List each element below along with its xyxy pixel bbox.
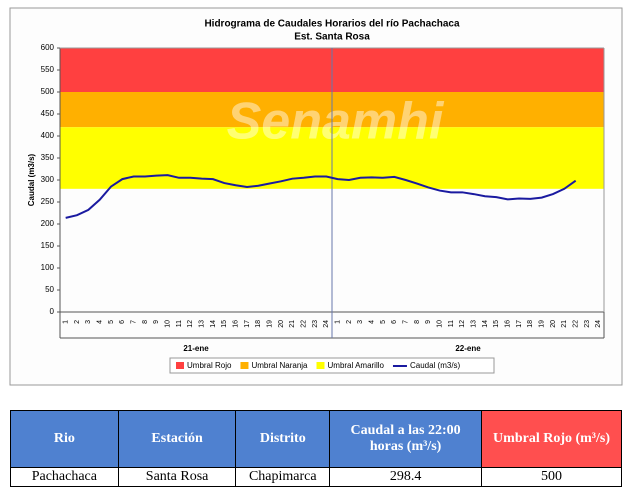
x-tick-label: 4 — [97, 320, 104, 324]
x-tick-label: 13 — [199, 320, 206, 328]
y-tick-label: 500 — [41, 87, 55, 96]
x-tick-label: 19 — [267, 320, 274, 328]
y-tick-label: 450 — [41, 109, 55, 118]
legend-frame — [169, 357, 495, 374]
x-tick-label: 24 — [323, 320, 330, 328]
x-tick-label: 20 — [278, 320, 285, 328]
x-tick-label: 6 — [119, 320, 126, 324]
x-tick-label: 6 — [391, 320, 398, 324]
x-tick-label: 15 — [221, 320, 228, 328]
x-tick-label: 14 — [210, 320, 217, 328]
group-label: 21-ene — [183, 344, 209, 353]
x-tick-label: 23 — [312, 320, 319, 328]
y-axis-label: Caudal (m3/s) — [27, 153, 36, 206]
summary-table: Rio Estación Distrito Caudal a las 22:00 ho… — [10, 410, 622, 487]
x-tick-label: 8 — [414, 320, 421, 324]
y-tick-label: 0 — [50, 307, 55, 316]
data-cell: Santa Rosa — [117, 467, 237, 487]
x-tick-label: 5 — [108, 320, 115, 324]
x-tick-label: 20 — [550, 320, 557, 328]
y-tick-label: 50 — [45, 285, 54, 294]
chart-subtitle: Est. Santa Rosa — [294, 32, 370, 43]
x-tick-label: 22 — [573, 320, 580, 328]
table-header: Rio Estación Distrito Caudal a las 22:00 ho… — [10, 410, 622, 468]
x-tick-label: 23 — [584, 320, 591, 328]
x-tick-label: 14 — [482, 320, 489, 328]
x-tick-label: 3 — [85, 320, 92, 324]
x-tick-label: 18 — [255, 320, 262, 328]
y-tick-label: 200 — [41, 219, 55, 228]
x-tick-label: 17 — [516, 320, 523, 328]
x-tick-label: 2 — [346, 320, 353, 324]
legend-swatch — [240, 362, 249, 369]
y-tick-label: 600 — [41, 43, 55, 52]
x-tick-label: 5 — [380, 320, 387, 324]
legend-label: Umbral Amarillo — [328, 361, 385, 370]
data-cell: Chapimarca — [235, 467, 331, 487]
legend: Umbral Rojo Umbral Naranja Umbral Amarillo… — [169, 357, 495, 374]
data-cell: Pachachaca — [10, 467, 119, 487]
x-tick-label: 16 — [505, 320, 512, 328]
y-tick-label: 250 — [41, 197, 55, 206]
chart-title: Hidrograma de Caudales Horarios del río … — [204, 19, 460, 30]
table-row: Pachachaca Santa Rosa Chapimarca 298.4 500 — [10, 467, 622, 487]
x-tick-label: 13 — [471, 320, 478, 328]
y-tick-label: 300 — [41, 175, 55, 184]
x-tick-label: 3 — [357, 320, 364, 324]
header-cell: Caudal a las 22:00 horas (m³/s) — [329, 410, 483, 468]
x-tick-label: 1 — [63, 320, 70, 324]
header-cell: Estación — [117, 410, 237, 468]
x-tick-label: 10 — [165, 320, 172, 328]
x-tick-label: 9 — [425, 320, 432, 324]
y-tick-label: 350 — [41, 153, 55, 162]
x-tick-label: 16 — [233, 320, 240, 328]
x-tick-label: 1 — [335, 320, 342, 324]
x-tick-label: 7 — [131, 320, 138, 324]
x-tick-label: 2 — [74, 320, 81, 324]
x-tick-label: 11 — [176, 320, 183, 327]
x-tick-label: 19 — [539, 320, 546, 328]
x-tick-label: 7 — [403, 320, 410, 324]
group-label: 22-ene — [455, 344, 481, 353]
x-tick-label: 11 — [448, 320, 455, 327]
y-tick-label: 400 — [41, 131, 55, 140]
legend-label: Umbral Rojo — [187, 361, 232, 370]
x-tick-label: 15 — [493, 320, 500, 328]
x-tick-label: 18 — [527, 320, 534, 328]
x-tick-label: 21 — [561, 320, 568, 328]
x-tick-label: 12 — [459, 320, 466, 328]
data-cell: 298.4 — [329, 467, 483, 487]
header-cell: Umbral Rojo (m³/s) — [481, 410, 622, 468]
x-tick-label: 12 — [187, 320, 194, 328]
x-tick-label: 21 — [289, 320, 296, 328]
legend-swatch — [316, 362, 325, 369]
x-tick-label: 9 — [153, 320, 160, 324]
y-tick-label: 550 — [41, 65, 55, 74]
legend-label: Caudal (m3/s) — [410, 361, 461, 370]
x-tick-label: 4 — [369, 320, 376, 324]
series-line — [65, 174, 577, 219]
x-tick-label: 24 — [595, 320, 602, 328]
y-tick-label: 100 — [41, 263, 55, 272]
x-tick-label: 22 — [301, 320, 308, 328]
y-tick-label: 150 — [41, 241, 55, 250]
x-tick-label: 10 — [437, 320, 444, 328]
chart: Hidrograma de Caudales Horarios del río … — [9, 7, 623, 386]
header-cell: Rio — [10, 410, 119, 468]
legend-swatch — [176, 362, 184, 369]
data-cell: 500 — [481, 467, 622, 487]
x-tick-label: 17 — [244, 320, 251, 328]
legend-label: Umbral Naranja — [251, 361, 308, 370]
watermark: Senamhi — [227, 93, 445, 151]
header-cell: Distrito — [235, 410, 331, 468]
x-tick-label: 8 — [142, 320, 149, 324]
